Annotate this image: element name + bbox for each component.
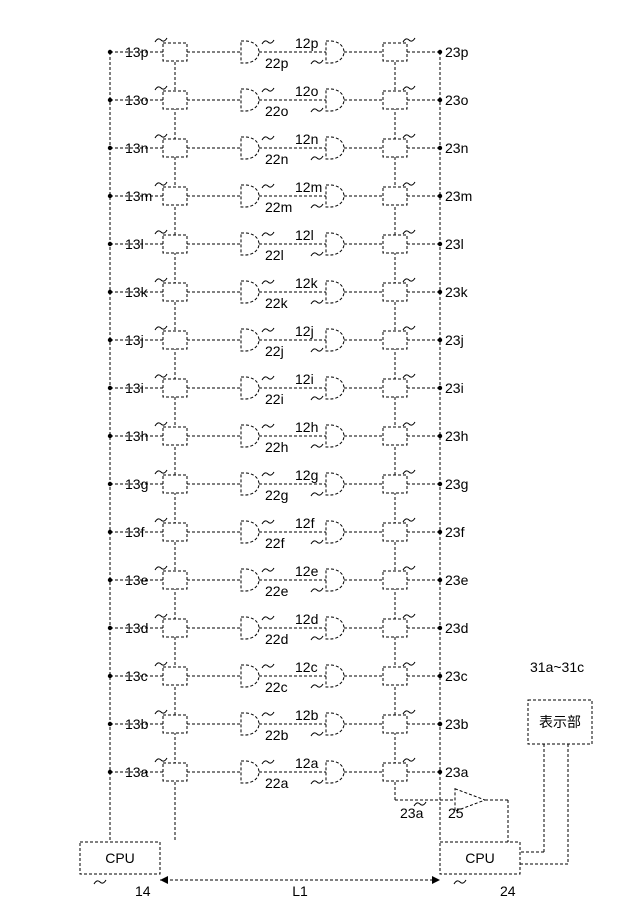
svg-text:12a: 12a xyxy=(295,755,319,771)
svg-text:23f: 23f xyxy=(445,524,465,540)
svg-text:12i: 12i xyxy=(295,371,314,387)
svg-text:23g: 23g xyxy=(445,476,468,492)
svg-text:13k: 13k xyxy=(125,284,149,300)
svg-text:13g: 13g xyxy=(125,476,148,492)
svg-text:12k: 12k xyxy=(295,275,319,291)
svg-text:23l: 23l xyxy=(445,236,464,252)
svg-text:24: 24 xyxy=(500,883,516,899)
svg-text:31a~31c: 31a~31c xyxy=(530,659,584,675)
svg-text:22k: 22k xyxy=(265,295,289,311)
svg-text:13b: 13b xyxy=(125,716,149,732)
svg-text:CPU: CPU xyxy=(105,850,135,866)
svg-text:12l: 12l xyxy=(295,227,314,243)
svg-text:23a: 23a xyxy=(400,805,424,821)
svg-text:13a: 13a xyxy=(125,764,149,780)
svg-text:22a: 22a xyxy=(265,775,289,791)
svg-text:22d: 22d xyxy=(265,631,288,647)
svg-text:23o: 23o xyxy=(445,92,469,108)
svg-text:13e: 13e xyxy=(125,572,149,588)
svg-text:12c: 12c xyxy=(295,659,318,675)
svg-text:23a: 23a xyxy=(445,764,469,780)
svg-text:12e: 12e xyxy=(295,563,319,579)
svg-text:25: 25 xyxy=(448,805,464,821)
svg-text:23p: 23p xyxy=(445,44,469,60)
svg-text:22j: 22j xyxy=(265,343,284,359)
svg-text:12h: 12h xyxy=(295,419,318,435)
svg-text:12g: 12g xyxy=(295,467,318,483)
svg-text:23c: 23c xyxy=(445,668,468,684)
svg-text:22i: 22i xyxy=(265,391,284,407)
svg-text:23e: 23e xyxy=(445,572,469,588)
svg-text:22e: 22e xyxy=(265,583,289,599)
svg-text:23i: 23i xyxy=(445,380,464,396)
svg-text:23b: 23b xyxy=(445,716,469,732)
svg-text:22p: 22p xyxy=(265,55,289,71)
circuit-diagram: 13a 12a 22a 23a 13b 12b 22b 23b 13c 12c 22c 23c 13d 1… xyxy=(0,0,622,921)
svg-text:12d: 12d xyxy=(295,611,318,627)
svg-text:12j: 12j xyxy=(295,323,314,339)
svg-text:13l: 13l xyxy=(125,236,144,252)
svg-text:23n: 23n xyxy=(445,140,468,156)
svg-text:CPU: CPU xyxy=(465,850,495,866)
svg-text:23d: 23d xyxy=(445,620,468,636)
svg-text:12o: 12o xyxy=(295,83,319,99)
svg-text:13h: 13h xyxy=(125,428,148,444)
svg-text:14: 14 xyxy=(135,883,151,899)
svg-text:13n: 13n xyxy=(125,140,148,156)
svg-text:13o: 13o xyxy=(125,92,149,108)
svg-text:22g: 22g xyxy=(265,487,288,503)
svg-text:13f: 13f xyxy=(125,524,145,540)
svg-text:12p: 12p xyxy=(295,35,319,51)
svg-text:22h: 22h xyxy=(265,439,288,455)
svg-text:23k: 23k xyxy=(445,284,469,300)
svg-text:13j: 13j xyxy=(125,332,144,348)
svg-text:13m: 13m xyxy=(125,188,152,204)
svg-text:22f: 22f xyxy=(265,535,285,551)
svg-text:13i: 13i xyxy=(125,380,144,396)
svg-text:13c: 13c xyxy=(125,668,148,684)
svg-text:22b: 22b xyxy=(265,727,289,743)
svg-text:23h: 23h xyxy=(445,428,468,444)
svg-text:12m: 12m xyxy=(295,179,322,195)
svg-text:23j: 23j xyxy=(445,332,464,348)
svg-text:表示部: 表示部 xyxy=(539,714,581,730)
svg-text:12n: 12n xyxy=(295,131,318,147)
svg-text:L1: L1 xyxy=(292,883,308,899)
svg-text:12b: 12b xyxy=(295,707,319,723)
svg-text:22c: 22c xyxy=(265,679,288,695)
svg-text:22n: 22n xyxy=(265,151,288,167)
svg-text:13d: 13d xyxy=(125,620,148,636)
svg-text:13p: 13p xyxy=(125,44,149,60)
svg-text:22l: 22l xyxy=(265,247,284,263)
svg-text:23m: 23m xyxy=(445,188,472,204)
svg-text:22m: 22m xyxy=(265,199,292,215)
svg-text:22o: 22o xyxy=(265,103,289,119)
svg-text:12f: 12f xyxy=(295,515,315,531)
